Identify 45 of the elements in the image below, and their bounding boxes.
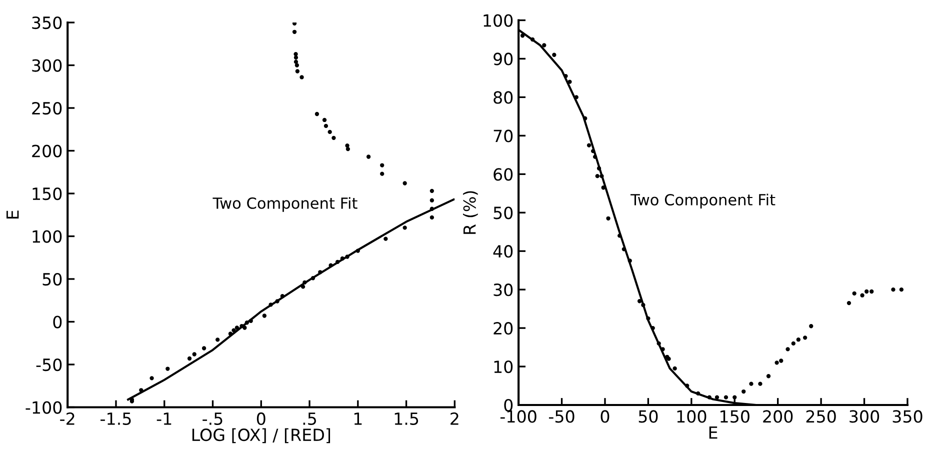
x-tick-label: 0	[600, 410, 610, 423]
x-tick-label: -2	[60, 412, 74, 425]
y-tick-label: 200	[32, 144, 62, 158]
y-axis-title: E	[6, 210, 19, 219]
y-tick-label: 100	[32, 230, 62, 243]
x-tick-label: 350	[892, 410, 922, 423]
x-tick-label: 0	[256, 412, 266, 426]
y-tick-label: 20	[494, 322, 513, 335]
y-tick-label: -100	[26, 401, 62, 414]
y-tick-label: 10	[494, 360, 513, 374]
x-tick-label: -1.5	[100, 412, 131, 426]
y-tick-label: 0	[53, 316, 62, 328]
x-tick-label: -.5	[202, 412, 222, 426]
x-tick-label: 250	[806, 410, 836, 423]
y-tick-label: 60	[494, 168, 513, 181]
x-tick-label: 1	[354, 412, 362, 425]
y-tick-label: 100	[484, 14, 513, 27]
y-tick-label: 70	[494, 130, 513, 142]
x-tick-label: 2	[450, 412, 458, 425]
x-axis-title: E	[709, 426, 718, 439]
y-axis-title: R (%)	[462, 191, 478, 234]
x-tick-label: 200	[763, 410, 793, 423]
x-axis-title: LOG [OX] / [RED]	[192, 428, 330, 444]
annotation: Two Component Fit	[212, 197, 358, 212]
x-tick-label: 100	[677, 410, 706, 423]
y-tick-label: 150	[32, 187, 62, 200]
y-tick-label: 40	[493, 245, 513, 258]
x-tick-label: 150	[720, 410, 750, 423]
y-tick-label: 80	[494, 91, 513, 104]
x-tick-label: -50	[548, 410, 574, 423]
x-tick-label: -1	[156, 412, 172, 425]
y-tick-label: 90	[494, 52, 513, 66]
y-tick-label: 0	[504, 398, 513, 412]
x-tick-label: 1.5	[394, 412, 418, 426]
y-tick-label: 350	[32, 16, 62, 30]
y-tick-label: 50	[42, 272, 62, 286]
x-tick-label: 300	[850, 410, 880, 423]
x-tick-label: 50	[638, 410, 658, 423]
y-tick-label: 250	[32, 102, 62, 115]
y-tick-label: -50	[36, 358, 62, 372]
y-tick-label: 300	[32, 59, 62, 72]
y-tick-label: 30	[494, 284, 513, 296]
x-tick-label: .5	[303, 412, 316, 426]
y-tick-label: 50	[494, 206, 513, 220]
annotation: Two Component Fit	[630, 194, 776, 208]
